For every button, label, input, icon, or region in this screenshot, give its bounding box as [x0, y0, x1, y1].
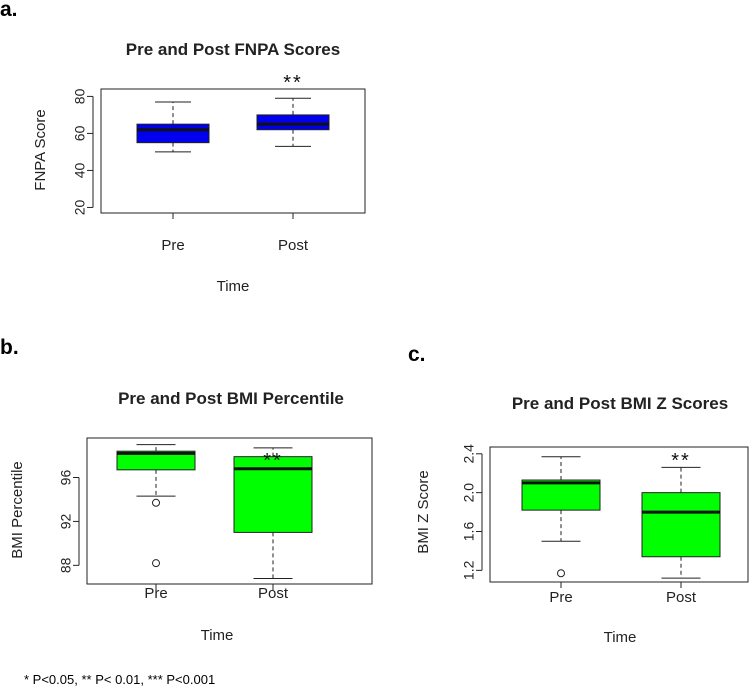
x-tick-label: Post: [278, 237, 309, 254]
y-axis-label: BMI Z Score: [415, 470, 432, 553]
panel-label-c: c.: [408, 343, 426, 366]
chart-title: Pre and Post BMI Percentile: [118, 389, 344, 408]
chart-title: Pre and Post FNPA Scores: [126, 40, 340, 59]
outlier-point: [152, 559, 160, 568]
x-axis-label: Time: [217, 278, 250, 295]
plot-frame: [86, 437, 373, 585]
panel-label-a: a.: [0, 0, 18, 21]
box-post: [641, 492, 721, 558]
box-pre: [521, 479, 601, 511]
y-tick-label: 40: [72, 162, 88, 178]
x-tick-label: Pre: [144, 585, 167, 602]
y-axis-label: BMI Percentile: [9, 461, 26, 559]
significance-stars: **: [283, 72, 303, 94]
y-tick-label: 1.2: [461, 560, 477, 580]
plot-frame: [100, 88, 366, 214]
y-tick-label: 96: [58, 470, 74, 486]
x-tick-label: Pre: [549, 589, 572, 606]
box-pre: [136, 123, 210, 144]
outlier-point: [152, 498, 160, 507]
y-axis-label: FNPA Score: [32, 109, 49, 190]
significance-stars: **: [671, 450, 691, 472]
x-tick-label: Post: [258, 585, 289, 602]
y-tick-label: 88: [58, 557, 74, 573]
significance-stars: **: [263, 450, 283, 472]
box-pre: [116, 450, 196, 471]
box-post: [256, 114, 330, 131]
plot-frame: [489, 446, 749, 583]
y-tick-label: 1.6: [461, 522, 477, 542]
x-tick-label: Pre: [161, 237, 184, 254]
y-tick-label: 2.0: [461, 483, 477, 503]
chart-title: Pre and Post BMI Z Scores: [512, 394, 728, 413]
x-tick-label: Post: [666, 589, 697, 606]
panel-label-b: b.: [0, 336, 19, 359]
x-axis-label: Time: [604, 629, 637, 646]
y-tick-label: 2.4: [461, 444, 477, 464]
y-tick-label: 60: [72, 125, 88, 141]
y-tick-label: 80: [72, 88, 88, 104]
significance-footnote: * P<0.05, ** P< 0.01, *** P<0.001: [24, 672, 216, 687]
outlier-point: [557, 569, 565, 578]
x-axis-label: Time: [201, 627, 234, 644]
y-tick-label: 92: [58, 513, 74, 529]
y-tick-label: 20: [72, 199, 88, 215]
